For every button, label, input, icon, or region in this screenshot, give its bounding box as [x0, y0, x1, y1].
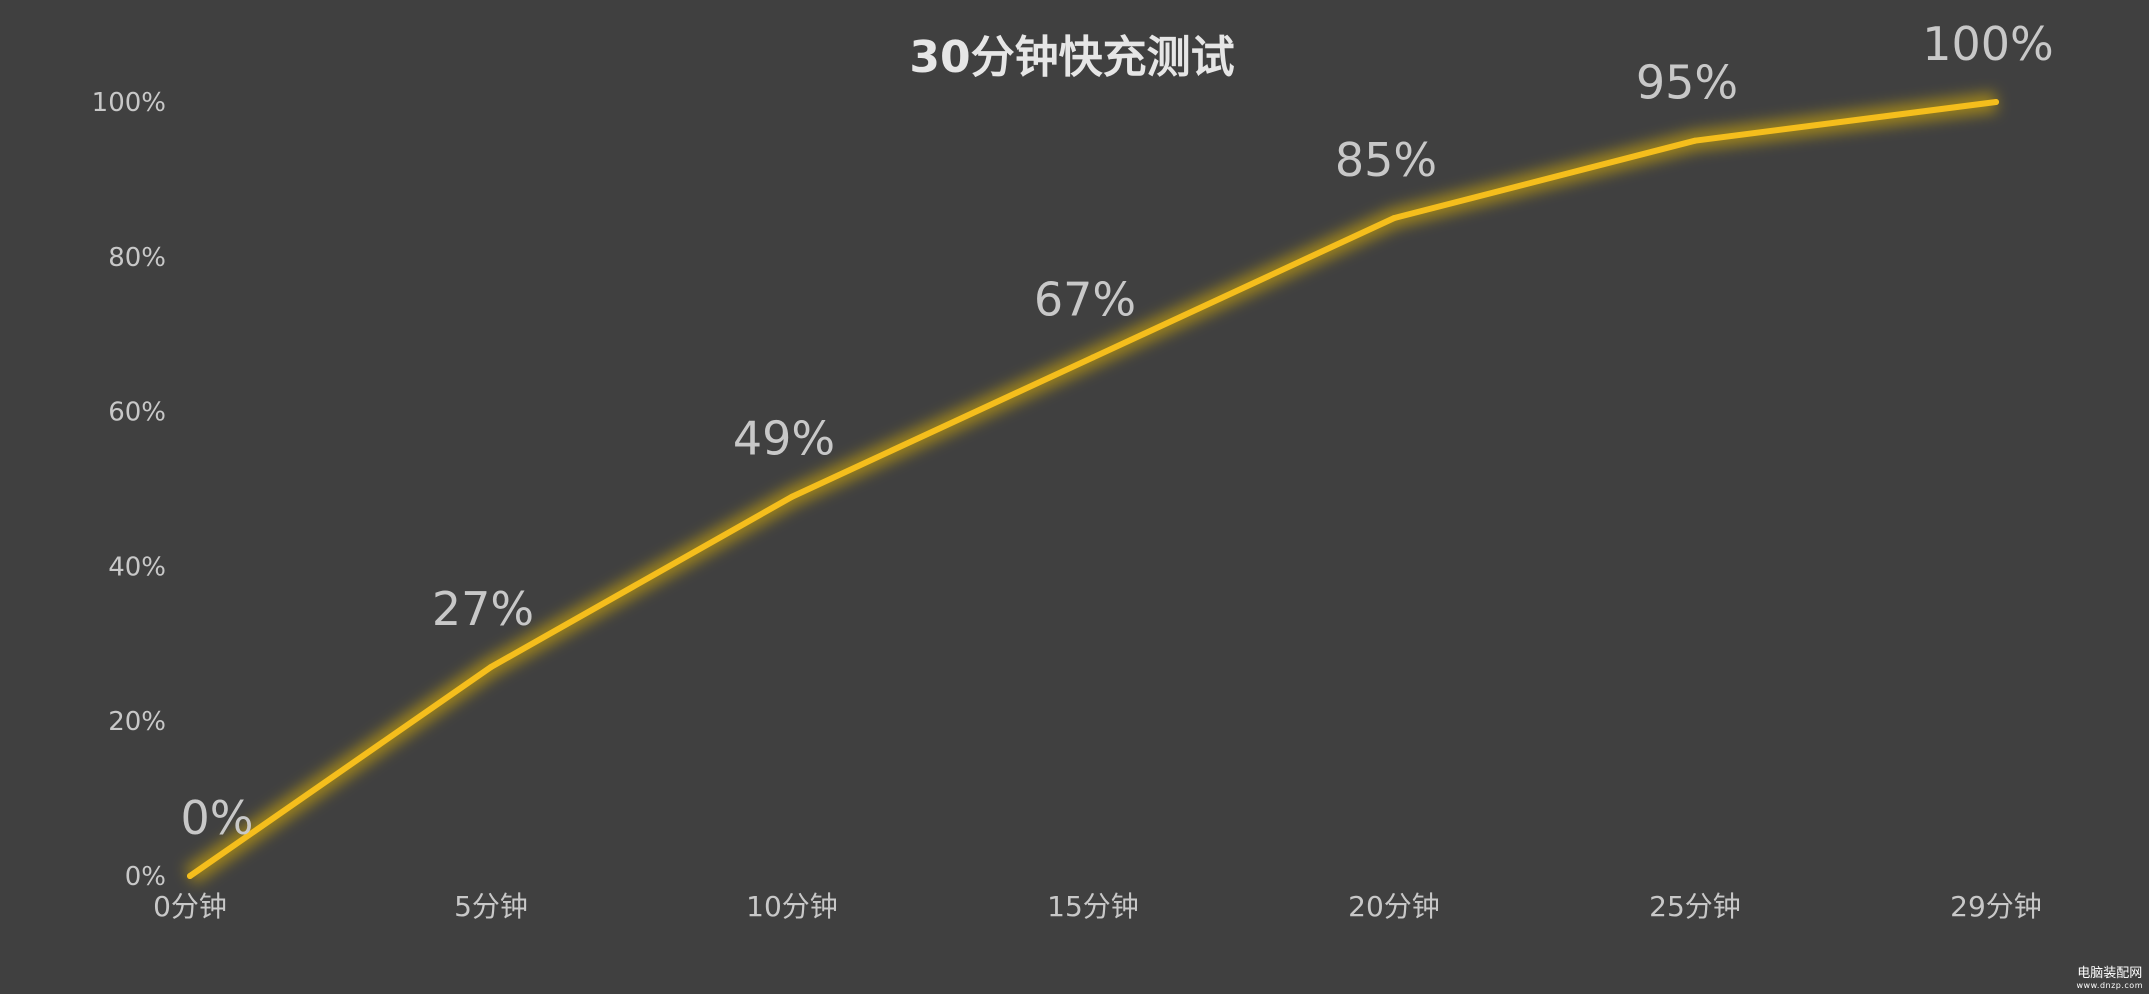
- series-line: [187, 99, 1999, 879]
- data-labels: 0% 27% 49% 67% 85% 95% 100%: [181, 17, 2054, 845]
- x-axis-ticks: 0分钟 5分钟 10分钟 15分钟 20分钟 25分钟 29分钟: [153, 890, 2042, 923]
- x-tick-label: 10分钟: [746, 890, 838, 923]
- series-layer: [184, 92, 1999, 885]
- y-tick-label: 80%: [108, 243, 166, 273]
- watermark-logo: 电脑装配网 www.dnzp.com: [2077, 967, 2144, 990]
- x-tick-label: 20分钟: [1348, 890, 1440, 923]
- data-label: 49%: [733, 412, 835, 466]
- watermark-sub: www.dnzp.com: [2076, 981, 2143, 990]
- x-tick-label: 29分钟: [1950, 890, 2042, 923]
- x-tick-label: 25分钟: [1649, 890, 1741, 923]
- y-tick-label: 0%: [125, 862, 166, 892]
- data-label: 85%: [1335, 133, 1437, 187]
- data-label: 27%: [432, 582, 534, 636]
- y-tick-label: 100%: [92, 88, 166, 118]
- x-tick-label: 5分钟: [454, 890, 528, 923]
- x-tick-label: 0分钟: [153, 890, 227, 923]
- data-label: 0%: [181, 791, 254, 845]
- series-point: [1090, 354, 1096, 361]
- data-label: 100%: [1922, 17, 2054, 71]
- series-point: [1391, 215, 1397, 222]
- series-line-glow: [184, 92, 1998, 885]
- series-point: [789, 493, 795, 500]
- series-point: [1993, 99, 1999, 105]
- watermark-main: 电脑装配网: [2077, 966, 2143, 981]
- y-tick-label: 40%: [108, 552, 166, 582]
- chart-title: 30分钟快充测试: [909, 32, 1234, 83]
- x-tick-label: 15分钟: [1047, 890, 1139, 923]
- series-point: [1692, 137, 1698, 144]
- data-label: 67%: [1034, 272, 1136, 326]
- y-tick-label: 60%: [108, 398, 166, 428]
- y-axis-ticks: 0% 20% 40% 60% 80% 100%: [92, 88, 166, 892]
- data-label: 95%: [1636, 56, 1738, 110]
- y-tick-label: 20%: [108, 707, 166, 737]
- series-point: [488, 664, 494, 671]
- series-point: [187, 873, 193, 879]
